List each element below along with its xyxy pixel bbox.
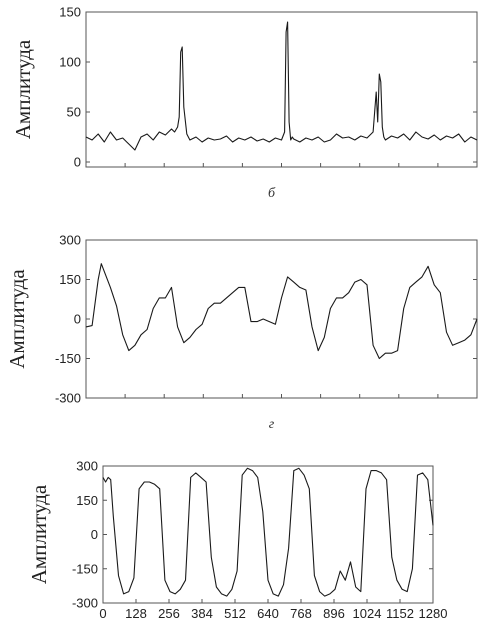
panel-caption: б bbox=[268, 186, 276, 201]
plot-frame bbox=[85, 11, 478, 168]
y-tick-label: 300 bbox=[59, 233, 81, 248]
x-tick-label: 512 bbox=[224, 606, 246, 621]
x-tick-label: 384 bbox=[191, 606, 213, 621]
y-tick-label: 0 bbox=[74, 312, 81, 327]
x-tick-label: 1024 bbox=[353, 606, 382, 621]
y-tick-label: 300 bbox=[76, 459, 98, 474]
series-line bbox=[85, 263, 478, 360]
panel-caption: г bbox=[269, 417, 275, 432]
y-tick-label: 150 bbox=[76, 493, 98, 508]
plot-frame bbox=[102, 465, 434, 604]
x-tick-label: 128 bbox=[125, 606, 147, 621]
series-line bbox=[102, 467, 434, 597]
y-tick-label: -150 bbox=[55, 351, 81, 366]
y-axis-label: Амплитуда bbox=[5, 269, 29, 369]
x-tick-label: 1152 bbox=[386, 606, 414, 621]
x-tick-label: 896 bbox=[323, 606, 345, 621]
y-axis-label: Амплитуда bbox=[11, 39, 35, 139]
chart-panel-1: 0 50 100 150 Амплитуда б bbox=[11, 5, 478, 201]
plot-frame bbox=[85, 239, 478, 399]
x-tick-label: 640 bbox=[257, 606, 279, 621]
y-tick-label: 100 bbox=[59, 55, 81, 70]
y-tick-label: 150 bbox=[59, 5, 81, 20]
series-line bbox=[85, 21, 478, 151]
y-axis-label: Амплитуда bbox=[27, 484, 51, 584]
y-tick-label: 0 bbox=[74, 155, 81, 170]
y-tick-label: -300 bbox=[55, 391, 81, 406]
y-tick-label: 50 bbox=[67, 105, 81, 120]
chart-panel-2: -300 -150 0 150 300 Амплитуда г bbox=[5, 233, 478, 432]
y-tick-label: -300 bbox=[72, 596, 98, 611]
x-tick-label: 256 bbox=[158, 606, 180, 621]
x-tick-label: 768 bbox=[290, 606, 312, 621]
y-tick-label: 150 bbox=[59, 272, 81, 287]
y-tick-label: -150 bbox=[72, 561, 98, 576]
x-tick-label: 1280 bbox=[419, 606, 448, 621]
y-tick-label: 0 bbox=[91, 527, 98, 542]
x-tick-label: 0 bbox=[99, 606, 106, 621]
chart-panel-3: -300 -150 0 150 300 0 128 256 384 512 640 768 896 102… bbox=[27, 459, 447, 622]
